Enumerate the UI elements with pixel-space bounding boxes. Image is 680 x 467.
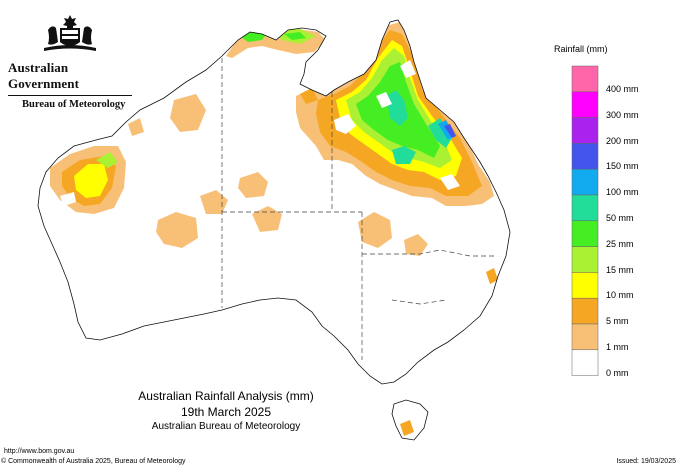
legend-label: 100 mm bbox=[606, 187, 639, 198]
legend-label: 50 mm bbox=[606, 213, 634, 223]
legend-swatch bbox=[571, 65, 599, 93]
legend-swatches bbox=[571, 65, 599, 376]
legend-swatch bbox=[571, 117, 599, 144]
legend-swatch bbox=[571, 246, 599, 273]
tasmania-rain-patch bbox=[400, 420, 414, 436]
map-title: Australian Rainfall Analysis (mm) bbox=[138, 389, 314, 403]
coat-of-arms-icon bbox=[44, 15, 96, 51]
legend-title: Rainfall (mm) bbox=[554, 44, 608, 54]
legend-label: 0 mm bbox=[606, 367, 629, 378]
legend-label: 400 mm bbox=[606, 84, 639, 94]
issued-date: Issued: 19/03/2025 bbox=[616, 458, 676, 465]
legend-label: 150 mm bbox=[606, 161, 639, 172]
copyright: © Commonwealth of Australia 2025, Bureau… bbox=[1, 458, 186, 465]
legend-swatch bbox=[571, 168, 599, 196]
legend-swatch bbox=[571, 91, 599, 118]
branding-rule bbox=[8, 95, 132, 96]
source-url: http://www.bom.gov.au bbox=[4, 448, 75, 455]
government-name: Australian Government bbox=[8, 60, 80, 91]
map-date: 19th March 2025 bbox=[180, 405, 272, 419]
legend-swatch bbox=[571, 272, 599, 299]
legend-label: 10 mm bbox=[606, 290, 634, 301]
legend-label: 15 mm bbox=[606, 264, 634, 275]
legend-swatch bbox=[571, 220, 599, 247]
rainfall-overlay bbox=[50, 20, 498, 284]
coastline bbox=[37, 19, 511, 385]
map-credit: Australian Bureau of Meteorology bbox=[151, 421, 301, 432]
legend-swatch bbox=[571, 143, 599, 170]
legend-label: 300 mm bbox=[606, 109, 639, 120]
legend-label: 5 mm bbox=[606, 316, 629, 327]
government-branding: Australian Government Bureau of Meteorol… bbox=[8, 60, 132, 110]
legend-label: 200 mm bbox=[606, 135, 639, 146]
legend-swatch bbox=[571, 323, 599, 351]
legend-swatch bbox=[571, 194, 599, 222]
legend-label: 1 mm bbox=[606, 342, 629, 352]
legend-swatch bbox=[571, 297, 599, 325]
legend-label: 25 mm bbox=[606, 238, 634, 249]
bureau-name: Bureau of Meteorology bbox=[22, 99, 126, 110]
state-borders bbox=[221, 58, 494, 360]
legend-swatch bbox=[571, 349, 599, 376]
